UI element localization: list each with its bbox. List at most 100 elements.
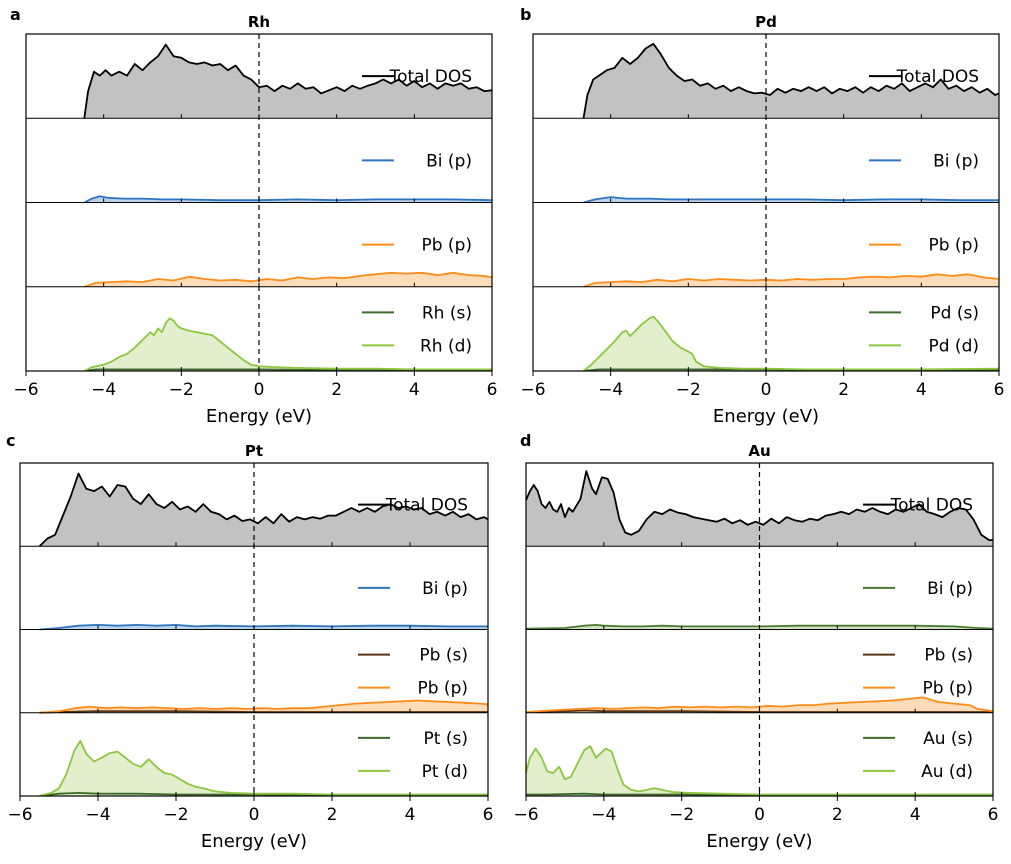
panel-c-letter: c — [6, 431, 15, 450]
panel-d-letter: d — [520, 431, 531, 450]
panel-d-sub1-line-1 — [526, 470, 993, 541]
panel-b-xtick-label-4: 0 — [761, 380, 772, 400]
panel-b-sub4-legend-label-2: Pd (d) — [928, 336, 979, 356]
panel-c-xtick-label-7: 6 — [483, 805, 494, 825]
panel-d-xtick-label-3: −2 — [669, 805, 694, 825]
panel-a-sub1-line-1 — [83, 43, 492, 119]
panel-a-title: Rh — [248, 13, 270, 31]
panel-a-xtick-label-4: 0 — [254, 380, 265, 400]
panel-a-sub4-legend-label-2: Rh (d) — [420, 336, 472, 356]
panel-a-sub1-legend-label-1: Total DOS — [389, 67, 472, 87]
panel-a-sub2-legend-label-1: Bi (p) — [426, 151, 472, 171]
panel-c-sub2-line-1 — [39, 624, 488, 631]
panel-b-xtick-label-3: −2 — [676, 380, 701, 400]
panel-d-sub4-fill-2 — [526, 746, 993, 796]
panel-d-xtick-label-5: 2 — [832, 805, 843, 825]
panel-d-sub2-legend-label-1: Bi (p) — [927, 579, 973, 599]
panel-c-xtick-label-4: 0 — [249, 805, 260, 825]
panel-a-xtick-label-1: −6 — [13, 380, 38, 400]
panel-c-xtick-label-3: −2 — [163, 805, 188, 825]
panel-c-subplot-3 — [39, 699, 488, 714]
panel-d-xtick-label-7: 6 — [988, 805, 999, 825]
panel-b-sub4-line-2 — [582, 315, 999, 371]
panel-c-xtick-label-6: 4 — [405, 805, 416, 825]
panel-a-sub3-legend-label-1: Pb (p) — [421, 236, 472, 256]
panel-a-subplot-1 — [83, 43, 492, 119]
panel-d-title: Au — [748, 442, 770, 460]
panel-a-sub4-line-2 — [83, 317, 492, 371]
panel-b-sub3-fill-1 — [583, 274, 999, 287]
panel-c-sub4-line-2 — [39, 740, 488, 796]
panel-a-sub2-fill-1 — [84, 196, 492, 203]
panel-a-xtick-label-7: 6 — [487, 380, 498, 400]
panel-c-sub3-fill-2 — [39, 700, 488, 713]
panel-d: d Au Total DOS Bi (p) Pb (s) Pb (p) Au (s) Au (… — [513, 431, 998, 852]
panel-a: a Rh Total DOS Bi (p) Pb (p) Rh (s) Rh (d) −6 −4… — [10, 5, 497, 427]
panel-b-sub2-line-1 — [583, 196, 999, 204]
panel-d-subplot-3 — [526, 696, 993, 713]
panel-b-xtick-label-6: 4 — [916, 380, 927, 400]
panel-b-letter: b — [520, 5, 531, 24]
panel-d-xtick-label-1: −6 — [513, 805, 538, 825]
panel-a-sub4-legend-label-1: Rh (s) — [422, 303, 472, 323]
panel-d-sub4-line-2 — [526, 745, 993, 796]
panel-c-sub2-legend-label-1: Bi (p) — [422, 579, 468, 599]
panel-c: c Pt Total DOS Bi (p) Pb (s) Pb (p) Pt (s) Pt (… — [6, 431, 493, 852]
panel-b-sub1-fill-1 — [583, 43, 999, 119]
panel-a-xtick-label-2: −4 — [91, 380, 116, 400]
panel-a-xlabel: Energy (eV) — [206, 406, 312, 427]
panel-b-sub3-line-1 — [583, 273, 999, 288]
panel-d-sub3-line-2 — [526, 696, 993, 713]
panel-c-sub4-legend-label-1: Pt (s) — [424, 729, 468, 749]
panel-a-sub2-line-1 — [83, 195, 492, 204]
panel-a-sub3-line-1 — [84, 271, 492, 288]
panel-b-xtick-label-5: 2 — [838, 380, 849, 400]
panel-b-sub1-legend-label-1: Total DOS — [896, 67, 979, 87]
panel-d-subplot-4 — [526, 745, 993, 796]
panel-a-xtick-label-3: −2 — [169, 380, 194, 400]
panel-b-sub3-legend-label-1: Pb (p) — [928, 236, 979, 256]
panel-d-xlabel: Energy (eV) — [706, 831, 812, 852]
panel-c-subplot-1 — [38, 472, 488, 547]
panel-c-sub1-line-1 — [38, 472, 488, 547]
panel-b-title: Pd — [755, 13, 777, 31]
panel-c-sub1-fill-1 — [39, 473, 488, 547]
panel-c-xlabel: Energy (eV) — [201, 831, 307, 852]
panel-c-sub3-line-2 — [39, 699, 488, 714]
panel-d-sub3-fill-2 — [526, 697, 993, 713]
panel-b-xtick-label-2: −4 — [598, 380, 623, 400]
panel-b: b Pd Total DOS Bi (p) Pb (p) Pd (s) Pd (d) −6 −4… — [520, 5, 1004, 427]
panel-c-xtick-label-2: −4 — [85, 805, 110, 825]
panel-a-sub4-fill-2 — [84, 318, 492, 371]
panel-c-subplot-2 — [39, 624, 488, 631]
panel-d-sub3-legend-label-1: Pb (s) — [924, 646, 973, 666]
panel-d-subplot-1 — [526, 470, 993, 547]
panel-d-sub3-line-1 — [526, 709, 993, 713]
panel-b-subplot-1 — [582, 42, 999, 119]
panel-c-sub3-line-1 — [39, 710, 488, 714]
panel-d-xtick-label-4: 0 — [754, 805, 765, 825]
panel-b-xtick-label-7: 6 — [994, 380, 1005, 400]
panel-a-subplot-3 — [84, 271, 492, 288]
panel-d-sub1-legend-label-1: Total DOS — [890, 496, 973, 516]
panel-c-sub1-legend-label-1: Total DOS — [385, 496, 468, 516]
panel-c-sub3-legend-label-2: Pb (p) — [417, 679, 468, 699]
panel-b-xtick-label-1: −6 — [520, 380, 545, 400]
panel-b-subplot-3 — [583, 273, 999, 288]
panel-c-sub4-legend-label-2: Pt (d) — [422, 762, 468, 782]
panel-c-subplot-4 — [39, 740, 488, 796]
panel-c-xtick-label-5: 2 — [327, 805, 338, 825]
panel-a-xtick-label-6: 4 — [409, 380, 420, 400]
panel-b-subplot-2 — [583, 196, 999, 204]
panel-d-sub1-fill-1 — [526, 471, 993, 547]
panel-a-subplot-2 — [83, 195, 492, 204]
panel-b-xlabel: Energy (eV) — [713, 406, 819, 427]
panel-a-letter: a — [10, 5, 21, 24]
panel-d-sub3-legend-label-2: Pb (p) — [922, 679, 973, 699]
panel-d-sub4-legend-label-1: Au (s) — [923, 729, 973, 749]
panel-c-xtick-label-1: −6 — [7, 805, 32, 825]
panel-d-xtick-label-2: −4 — [591, 805, 616, 825]
panel-c-sub4-line-1 — [39, 792, 488, 796]
panel-b-sub4-fill-2 — [583, 316, 999, 371]
